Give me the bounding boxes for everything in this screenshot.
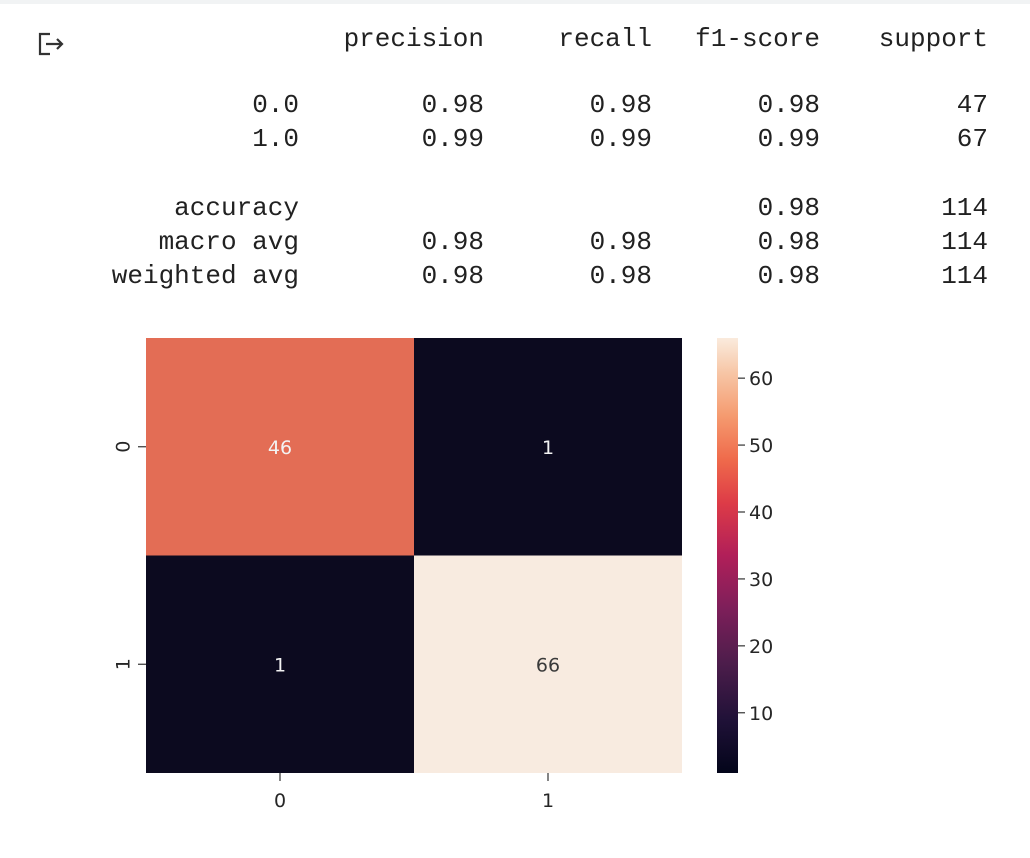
heatmap-cell-value: 1 bbox=[542, 437, 554, 459]
row-support: 47 bbox=[956, 90, 988, 120]
row-f1: 0.98 bbox=[757, 90, 820, 120]
row-label: 0.0 bbox=[252, 90, 299, 120]
row-support: 67 bbox=[956, 124, 988, 154]
y-tick-label: 1 bbox=[113, 658, 135, 670]
x-tick-label: 1 bbox=[542, 790, 554, 812]
row-label: macro avg bbox=[158, 227, 299, 257]
row-support: 114 bbox=[941, 227, 988, 257]
row-f1: 0.99 bbox=[757, 124, 820, 154]
cell-top-border bbox=[0, 0, 1030, 4]
heatmap-cell bbox=[414, 338, 682, 556]
row-f1: 0.98 bbox=[757, 193, 820, 223]
row-precision: 0.99 bbox=[421, 124, 484, 154]
output-arrow-icon[interactable] bbox=[36, 30, 68, 58]
row-precision: 0.98 bbox=[421, 227, 484, 257]
colorbar-tick-label: 40 bbox=[749, 502, 773, 524]
classification-report: precision recall f1-score support 0.0 0.… bbox=[0, 0, 1030, 300]
heatmap-cell-value: 46 bbox=[268, 437, 292, 459]
row-label: accuracy bbox=[174, 193, 299, 223]
row-label: weighted avg bbox=[111, 261, 299, 291]
row-recall: 0.98 bbox=[589, 227, 652, 257]
heatmap-cell-value: 66 bbox=[536, 654, 560, 676]
colorbar-tick-label: 10 bbox=[749, 703, 773, 725]
row-precision: 0.98 bbox=[421, 261, 484, 291]
heatmap-cell bbox=[146, 555, 414, 773]
colorbar-tick-label: 30 bbox=[749, 569, 773, 591]
row-f1: 0.98 bbox=[757, 227, 820, 257]
row-support: 114 bbox=[941, 193, 988, 223]
colorbar-tick-label: 50 bbox=[749, 435, 773, 457]
header-f1-score: f1-score bbox=[695, 24, 820, 54]
row-f1: 0.98 bbox=[757, 261, 820, 291]
row-recall: 0.98 bbox=[589, 90, 652, 120]
row-precision: 0.98 bbox=[421, 90, 484, 120]
row-label: 1.0 bbox=[252, 124, 299, 154]
colorbar-tick-label: 20 bbox=[749, 636, 773, 658]
row-support: 114 bbox=[941, 261, 988, 291]
header-support: support bbox=[878, 24, 988, 54]
colorbar bbox=[717, 338, 738, 773]
row-recall: 0.99 bbox=[589, 124, 652, 154]
heatmap-cell bbox=[146, 338, 414, 556]
heatmap-cell-value: 1 bbox=[274, 654, 286, 676]
heatmap-cell bbox=[414, 555, 682, 773]
row-recall: 0.98 bbox=[589, 261, 652, 291]
y-tick-label: 0 bbox=[113, 441, 135, 453]
x-tick-label: 0 bbox=[274, 790, 286, 812]
header-precision: precision bbox=[343, 24, 484, 54]
colorbar-tick-label: 60 bbox=[749, 368, 773, 390]
header-recall: recall bbox=[558, 24, 652, 54]
